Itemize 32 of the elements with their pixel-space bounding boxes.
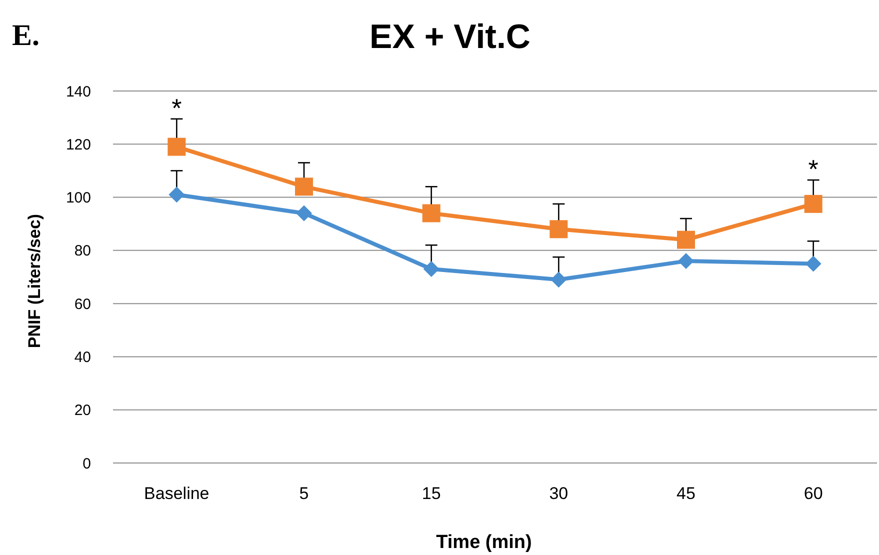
y-axis-title: PNIF (Liters/sec): [25, 214, 44, 348]
chart-title: EX + Vit.C: [370, 18, 530, 56]
x-tick-label: 45: [676, 484, 696, 503]
point: [168, 186, 185, 203]
text: E.: [12, 19, 40, 52]
x-tick-label: 15: [422, 484, 441, 503]
point: [423, 261, 440, 278]
y-tick-label: 0: [82, 455, 91, 472]
point: [678, 253, 694, 270]
x-tick-label: 60: [804, 484, 823, 503]
point: [296, 205, 312, 222]
y-tick-label: 40: [74, 348, 91, 366]
point: [805, 256, 822, 272]
point: [550, 220, 568, 238]
y-tick-label: 100: [66, 190, 91, 207]
point: [422, 204, 440, 222]
x-axis-title: Time (min): [436, 532, 532, 553]
y-tick-label: 120: [66, 136, 91, 154]
y-tick-label: 140: [66, 83, 91, 100]
point: [550, 272, 567, 288]
x-tick-label: Baseline: [144, 484, 210, 503]
point: [295, 178, 313, 196]
y-tick-label: 20: [74, 402, 91, 420]
point: [804, 194, 822, 213]
point: [677, 230, 695, 249]
point: [168, 138, 186, 156]
annotation: *: [808, 154, 818, 184]
x-tick-label: 5: [299, 484, 309, 503]
y-tick-label: 80: [74, 242, 91, 260]
annotation: *: [172, 92, 182, 123]
x-tick-label: 30: [549, 484, 568, 503]
y-tick-label: 60: [74, 296, 91, 313]
